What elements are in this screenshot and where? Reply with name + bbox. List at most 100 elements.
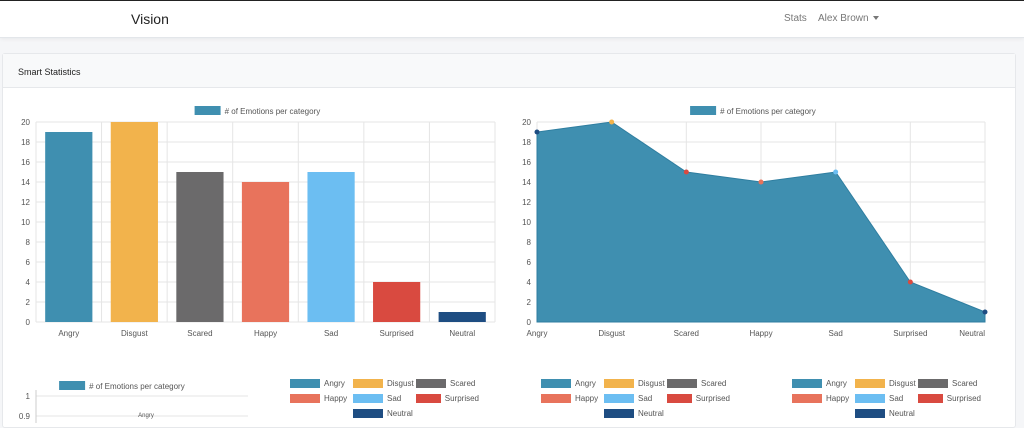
y-tick-label: 12	[21, 198, 30, 207]
data-point-surprised	[907, 279, 913, 285]
legend-swatch	[792, 394, 822, 403]
legend-item-surprised[interactable]: Surprised	[416, 394, 479, 403]
data-point-sad	[833, 169, 839, 175]
legend-swatch	[290, 379, 320, 388]
legend-item-sad[interactable]: Sad	[353, 394, 416, 403]
legend-item-angry[interactable]: Angry	[290, 379, 353, 388]
legend-label: Angry	[826, 379, 847, 388]
legend-item-happy[interactable]: Happy	[290, 394, 353, 403]
legend-label: Disgust	[387, 379, 414, 388]
y-tick-label: 4	[527, 278, 532, 287]
x-tick-label: Scared	[187, 329, 212, 338]
legend-label: Neutral	[387, 409, 413, 418]
y-tick-label: 20	[522, 118, 531, 127]
y-tick-label: 10	[21, 218, 30, 227]
data-point-disgust	[609, 119, 615, 125]
legend-item-neutral[interactable]: Neutral	[855, 409, 918, 418]
legend-swatch	[416, 379, 446, 388]
y-tick-label: 4	[26, 278, 31, 287]
legend-label: Scared	[450, 379, 476, 388]
bar-surprised	[373, 282, 421, 322]
legend-label: # of Emotions per category	[89, 382, 185, 391]
legend-swatch	[416, 394, 441, 403]
pie-legend-row: Neutral	[855, 409, 918, 418]
user-menu-toggle[interactable]: Alex Brown	[818, 13, 879, 24]
card-title: Smart Statistics	[18, 67, 81, 77]
x-tick-label: Surprised	[893, 329, 927, 338]
legend-item-neutral[interactable]: Neutral	[353, 409, 416, 418]
y-tick-label: 0	[527, 318, 532, 327]
legend-item-sad[interactable]: Sad	[604, 394, 667, 403]
x-tick-label: Sad	[829, 329, 843, 338]
legend-item-scared[interactable]: Scared	[416, 379, 479, 388]
legend-label: Angry	[575, 379, 596, 388]
legend-swatch	[353, 394, 383, 403]
x-tick-label: Angry	[527, 329, 548, 338]
y-tick-label: 8	[527, 238, 532, 247]
area-series	[536, 121, 986, 323]
legend-swatch	[353, 409, 383, 418]
legend-item-disgust[interactable]: Disgust	[855, 379, 918, 388]
legend-item-angry[interactable]: Angry	[541, 379, 604, 388]
brand-logo[interactable]: Vision	[131, 11, 169, 27]
x-tick-label: Happy	[749, 329, 772, 338]
x-tick-label: Neutral	[959, 329, 985, 338]
y-tick-label: 16	[522, 158, 531, 167]
legend-label: Happy	[324, 394, 348, 403]
top-navbar: Vision Stats Alex Brown	[0, 0, 1024, 38]
legend-swatch	[541, 394, 571, 403]
x-tick-label: Surprised	[380, 329, 414, 338]
pie-legend-row: Happy Sad Surprised	[792, 394, 981, 403]
legend-swatch	[290, 394, 320, 403]
legend-label: Neutral	[638, 409, 664, 418]
legend-label: Neutral	[889, 409, 915, 418]
data-point-happy	[758, 179, 764, 185]
bar-happy	[241, 182, 290, 322]
y-tick-label: 14	[21, 178, 30, 187]
legend-item-disgust[interactable]: Disgust	[353, 379, 416, 388]
legend-item-happy[interactable]: Happy	[792, 394, 855, 403]
legend-item-scared[interactable]: Scared	[918, 379, 981, 388]
y-tick-label: 6	[527, 258, 532, 267]
legend-label: Surprised	[444, 394, 479, 403]
legend-swatch	[690, 106, 717, 115]
legend-label: Scared	[952, 379, 978, 388]
legend-label: Surprised	[695, 394, 730, 403]
legend-label: Sad	[387, 394, 402, 403]
y-tick-label: 20	[21, 118, 30, 127]
legend-item-surprised[interactable]: Surprised	[918, 394, 981, 403]
legend-label: # of Emotions per category	[720, 107, 816, 116]
pie-legend-row: Neutral	[353, 409, 416, 418]
legend-item-angry[interactable]: Angry	[792, 379, 855, 388]
legend-item-sad[interactable]: Sad	[855, 394, 918, 403]
chevron-down-icon	[872, 16, 879, 21]
legend-label: Happy	[575, 394, 599, 403]
legend-swatch	[667, 379, 697, 388]
legend-item-scared[interactable]: Scared	[667, 379, 730, 388]
legend-item-disgust[interactable]: Disgust	[604, 379, 667, 388]
pie-legend-row: Happy Sad Surprised	[290, 394, 479, 403]
data-point-scared	[683, 169, 689, 175]
legend-label: Happy	[826, 394, 850, 403]
bar-neutral	[438, 312, 486, 322]
legend-swatch	[353, 379, 383, 388]
card-header: Smart Statistics	[3, 54, 1015, 88]
y-tick-label: 2	[527, 298, 532, 307]
legend-label: Sad	[638, 394, 653, 403]
area-chart: 0 2 4 6 8 10 12 14 16 18 20 Angry Disgust Scared Happy…	[522, 106, 988, 338]
legend-label: Disgust	[889, 379, 916, 388]
legend-item-happy[interactable]: Happy	[541, 394, 604, 403]
y-tick-label: 18	[21, 138, 30, 147]
legend-swatch	[604, 379, 634, 388]
legend-swatch	[59, 381, 86, 390]
nav-link-stats[interactable]: Stats	[784, 13, 807, 24]
legend-item-neutral[interactable]: Neutral	[604, 409, 667, 418]
legend-label: Angry	[324, 379, 345, 388]
legend-label: # of Emotions per category	[225, 107, 321, 116]
y-tick-label: 10	[522, 218, 531, 227]
legend-swatch	[918, 379, 948, 388]
partial-bar-chart: # of Emotions per category 1 0.9 Angry	[19, 381, 248, 423]
legend-item-surprised[interactable]: Surprised	[667, 394, 730, 403]
legend-label: Scared	[701, 379, 727, 388]
pie-legend-row: Angry Disgust Scared	[792, 379, 981, 388]
